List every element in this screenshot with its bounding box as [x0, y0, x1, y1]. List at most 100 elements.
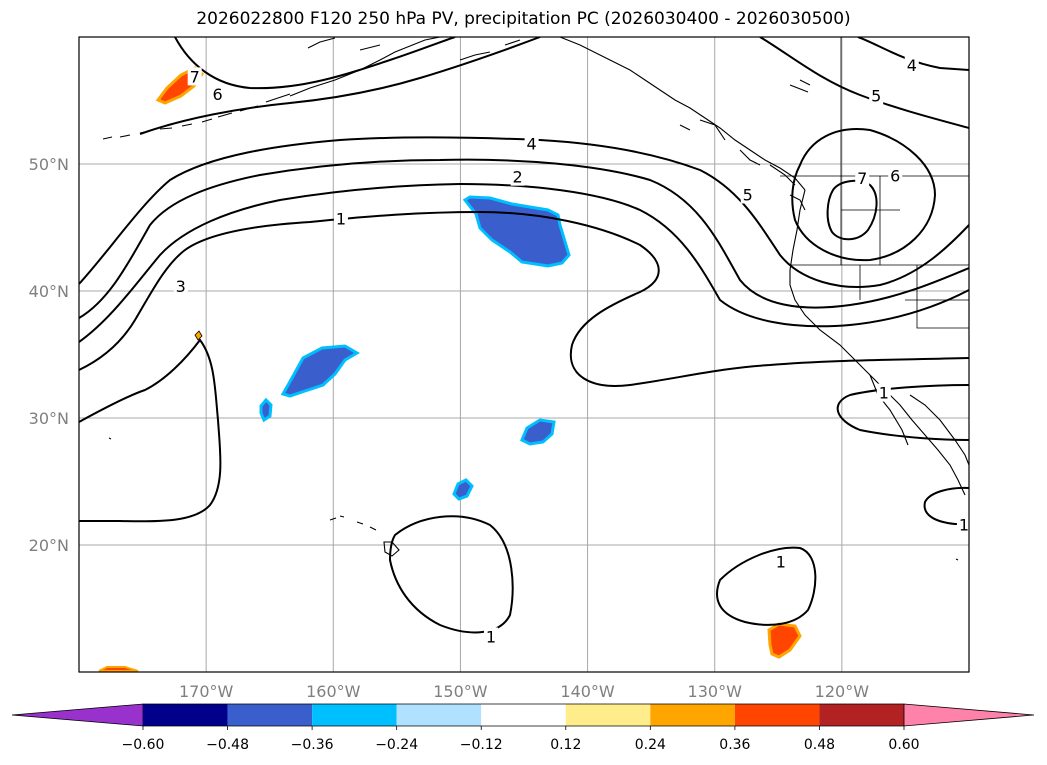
- colorbar: [11, 703, 1035, 727]
- contour-label-bg: [888, 166, 903, 185]
- contour-label: 3: [176, 277, 186, 296]
- precip-blob-positive-south: [767, 622, 802, 659]
- contour-label-bg: [904, 55, 919, 74]
- lat-tick-label: 20°N: [29, 536, 69, 555]
- lon-tick-label: 160°W: [306, 682, 361, 701]
- pv-contour-1-main: [79, 210, 969, 387]
- colorbar-extend-high: [903, 703, 1035, 727]
- colorbar-bin: [143, 704, 228, 726]
- small-islands: [108, 79, 959, 561]
- contour-label: 7: [190, 67, 200, 86]
- precip-blob-negative-west: [280, 344, 360, 398]
- colorbar-tick-label: −0.12: [460, 737, 503, 753]
- pv-contour-7: [174, 37, 456, 90]
- precip-blob-positive-dot: [194, 330, 203, 341]
- precip-blob-negative-small1: [259, 397, 273, 423]
- colorbar-tick-label: −0.60: [122, 737, 165, 753]
- precip-blob-negative-large: [462, 195, 571, 268]
- precip-blob-positive-edge: [98, 666, 139, 672]
- baja-california: [869, 374, 969, 466]
- contour-label-bg: [510, 167, 525, 186]
- contour-label: 7: [857, 169, 867, 188]
- contour-label: 6: [890, 166, 900, 185]
- lat-tick-label: 50°N: [29, 155, 69, 174]
- contour-label-bg: [210, 85, 225, 104]
- map-title: 2026022800 F120 250 hPa PV, precipitatio…: [196, 9, 851, 29]
- contour-label: 4: [907, 56, 917, 75]
- colorbar-tick-label: 0.48: [804, 737, 835, 753]
- colorbar-tick-label: 0.24: [635, 737, 666, 753]
- longitude-labels: 170°W 160°W 150°W 140°W 130°W 120°W: [179, 682, 869, 701]
- alaska-coast: [289, 37, 806, 191]
- map-frame: [78, 36, 970, 673]
- lat-tick-label: 40°N: [29, 282, 69, 301]
- colorbar-tick-label: 0.60: [888, 737, 919, 753]
- map-background: [79, 37, 969, 672]
- lon-tick-label: 120°W: [815, 682, 870, 701]
- precip-blob-negative-small2: [520, 418, 556, 446]
- colorbar-bin: [396, 704, 482, 726]
- colorbar-tick-label: 0.36: [719, 737, 750, 753]
- political-borders: [780, 37, 969, 329]
- lon-tick-label: 140°W: [560, 682, 615, 701]
- lat-tick-label: 30°N: [29, 409, 69, 428]
- bc-islands: [679, 119, 806, 211]
- contour-label-bg: [956, 515, 969, 534]
- pv-contour-1-south: [716, 546, 817, 626]
- colorbar-tick-label: 0.12: [550, 737, 581, 753]
- contour-label: 1: [486, 627, 496, 646]
- contour-label-bg: [876, 383, 891, 402]
- contour-label-bg: [333, 209, 348, 228]
- contour-label-bg: [187, 67, 202, 86]
- contour-label-bg: [740, 185, 755, 204]
- contour-label: 2: [513, 168, 523, 187]
- colorbar-tick-label: −0.36: [291, 737, 334, 753]
- colorbar-extend-low: [11, 703, 144, 727]
- contour-label: 1: [879, 384, 889, 403]
- pv-contour-4-ne: [857, 37, 969, 71]
- colorbar-bin: [312, 704, 397, 726]
- colorbar-bin: [565, 704, 651, 726]
- pv-contour-5-ne: [759, 37, 969, 129]
- pv-contour-1-west: [79, 338, 222, 523]
- hawaii-islands: [329, 515, 400, 557]
- colorbar-bin: [650, 704, 735, 726]
- pv-contour-2: [79, 182, 969, 343]
- us-west-coast: [789, 189, 966, 496]
- pv-contour-6-ring: [791, 128, 937, 262]
- lon-tick-label: 170°W: [179, 682, 234, 701]
- contour-label: 1: [336, 210, 346, 229]
- contour-label: 5: [743, 185, 753, 204]
- pv-contours: [79, 37, 969, 634]
- contour-label: 5: [871, 86, 881, 105]
- pv-contour-1-se: [923, 486, 969, 525]
- colorbar-tick-label: −0.24: [375, 737, 418, 753]
- precip-blob-negative-small3: [452, 478, 474, 501]
- pv-contour-4: [79, 136, 969, 288]
- contour-label: 6: [212, 85, 222, 104]
- colorbar-bin: [819, 704, 904, 726]
- precip-shading: [98, 66, 802, 672]
- latitude-labels: 50°N 40°N 30°N 20°N: [29, 155, 69, 555]
- pv-contour-6: [139, 37, 541, 135]
- contour-label-bg: [773, 552, 788, 571]
- contour-label-bg: [173, 276, 188, 295]
- colorbar-tick-label: −0.48: [206, 737, 249, 753]
- lon-tick-label: 150°W: [433, 682, 488, 701]
- colorbar-ticks: −0.60 −0.48 −0.36 −0.24 −0.12 0.12 0.24 0.36 0.4…: [122, 726, 920, 753]
- contour-label-bg: [483, 627, 498, 646]
- contour-label: 1: [776, 553, 786, 572]
- contour-label-bg: [524, 134, 539, 153]
- lon-tick-label: 130°W: [688, 682, 743, 701]
- pv-contour-1-baja: [836, 384, 969, 441]
- contour-label: 1: [959, 516, 969, 535]
- pv-contour-3: [79, 158, 969, 319]
- colorbar-bin: [227, 704, 313, 726]
- contour-label-bg: [869, 86, 884, 105]
- contour-label-bg: [855, 168, 870, 187]
- colorbar-bin: [734, 704, 820, 726]
- colorbar-bin: [481, 704, 566, 726]
- contour-label: 4: [527, 135, 537, 154]
